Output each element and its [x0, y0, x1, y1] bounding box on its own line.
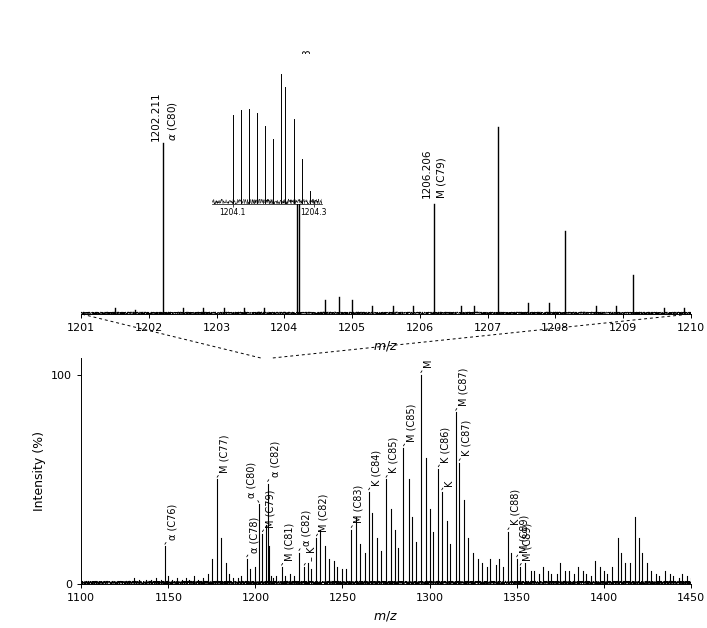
Text: $\alpha$ (C80): $\alpha$ (C80)	[166, 101, 179, 141]
Text: *: *	[296, 84, 303, 97]
Text: α (C76): α (C76)	[168, 504, 177, 540]
Text: α (C82): α (C82)	[302, 510, 312, 546]
Text: 1204.218: 1204.218	[302, 47, 312, 97]
Text: M (C87): M (C87)	[458, 368, 468, 406]
Text: K (C79): K (C79)	[291, 133, 301, 171]
Text: M (C79): M (C79)	[437, 158, 447, 198]
Y-axis label: Intensity (%): Intensity (%)	[33, 431, 46, 511]
Text: K: K	[445, 479, 455, 485]
Text: K (C86): K (C86)	[441, 426, 451, 463]
Text: M (C85): M (C85)	[406, 403, 416, 441]
Text: 1204.190: 1204.190	[286, 121, 296, 171]
Text: K (C79): K (C79)	[291, 133, 301, 171]
Text: M (C89): M (C89)	[522, 522, 532, 561]
Text: M (C82): M (C82)	[319, 494, 329, 532]
Text: 1206.206: 1206.206	[421, 149, 431, 198]
Text: K (C85): K (C85)	[389, 437, 399, 473]
Text: M (C81): M (C81)	[284, 522, 294, 561]
Text: α (C82): α (C82)	[270, 441, 280, 477]
Text: K (C84): K (C84)	[371, 450, 381, 485]
Text: – K: – K	[307, 546, 317, 561]
X-axis label: $m/z$: $m/z$	[373, 609, 399, 622]
Text: α (C78): α (C78)	[250, 516, 259, 553]
Text: M (C83): M (C83)	[354, 485, 364, 523]
Text: M (C77): M (C77)	[220, 435, 230, 473]
Text: M (C89): M (C89)	[519, 514, 530, 553]
Text: M (C79): M (C79)	[265, 489, 275, 528]
Text: K (C88): K (C88)	[510, 489, 520, 526]
Text: K (C79): K (C79)	[286, 133, 296, 171]
Text: K (C87): K (C87)	[462, 420, 472, 457]
Text: M (C85): M (C85)	[423, 330, 433, 369]
Text: α (C80): α (C80)	[246, 462, 257, 498]
X-axis label: $m/z$: $m/z$	[373, 338, 399, 352]
Text: 1204.190: 1204.190	[293, 121, 303, 171]
Text: 1202.211: 1202.211	[151, 91, 160, 141]
